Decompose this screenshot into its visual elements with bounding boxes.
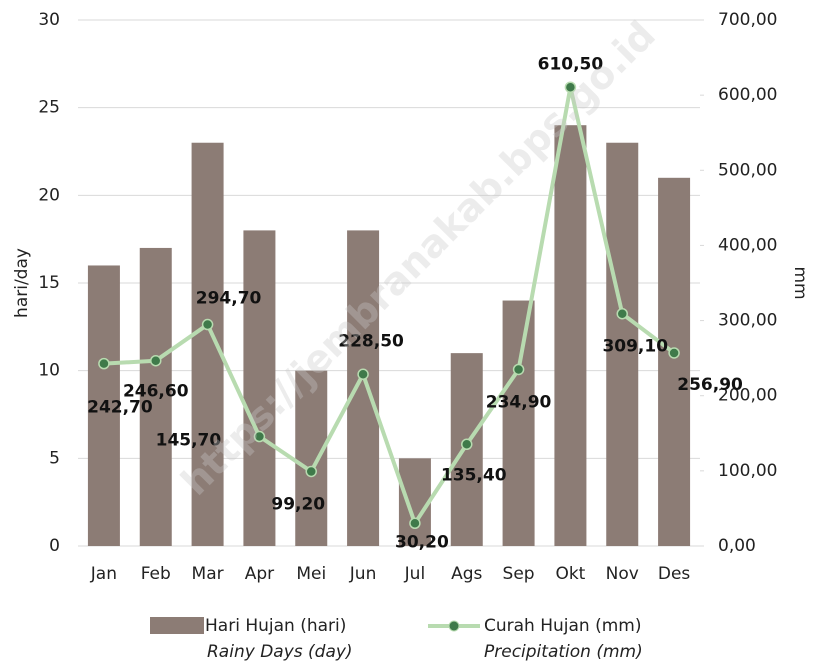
x-tick-label: Sep (503, 564, 535, 584)
bar (347, 230, 380, 546)
y-tick-label: 0 (49, 536, 60, 556)
marker (253, 430, 266, 443)
data-label: 228,50 (338, 331, 404, 351)
legend-label-en: Precipitation (mm) (484, 642, 643, 662)
y2-tick-label: 0,00 (718, 536, 756, 556)
bar (606, 142, 639, 546)
legend-swatch (150, 617, 204, 634)
bar (243, 230, 276, 546)
marker (150, 354, 162, 367)
data-label: 242,70 (87, 398, 153, 418)
data-label: 30,20 (395, 532, 449, 552)
y2-tick-label: 100,00 (718, 461, 777, 481)
bar (398, 458, 431, 546)
y2-tick-label: 700,00 (718, 10, 777, 30)
data-label: 145,70 (156, 431, 222, 451)
legend-label: Curah Hujan (mm) (484, 616, 642, 636)
x-tick-label: Nov (606, 564, 639, 584)
x-tick-label: Mei (296, 564, 326, 584)
y2-tick-label: 300,00 (718, 311, 777, 331)
data-label: 246,60 (123, 382, 189, 402)
y2-tick-label: 200,00 (718, 386, 777, 406)
y-tick-label: 25 (38, 98, 60, 118)
x-tick-label: Jun (349, 564, 377, 584)
y-tick-label: 20 (38, 185, 60, 205)
x-tick-label: Des (658, 564, 691, 584)
bar (554, 125, 587, 546)
data-label: 234,90 (486, 392, 552, 412)
x-tick-label: Mar (192, 564, 224, 584)
x-tick-label: Feb (141, 564, 171, 584)
marker (564, 81, 577, 94)
marker (98, 357, 110, 370)
x-tick-label: Apr (245, 564, 274, 584)
bar (658, 177, 691, 547)
y2-axis-label: mm (790, 266, 810, 299)
data-label: 135,40 (441, 465, 507, 485)
marker (357, 368, 369, 381)
legend-label: Hari Hujan (hari) (205, 616, 346, 636)
bar (502, 300, 535, 546)
y2-tick-label: 500,00 (718, 160, 777, 180)
marker (461, 438, 473, 451)
marker (512, 363, 525, 376)
marker (409, 517, 421, 530)
bar (295, 370, 328, 546)
legend-marker (448, 620, 460, 632)
y2-tick-label: 600,00 (718, 85, 777, 105)
x-tick-label: Ags (451, 564, 482, 584)
y-tick-label: 10 (38, 361, 60, 381)
bar (87, 265, 120, 546)
line (103, 85, 676, 526)
x-tick-label: Jan (90, 564, 117, 584)
legend-label-en: Rainy Days (day) (207, 642, 353, 662)
y-axis-label: hari/day (12, 248, 32, 318)
x-tick-label: Okt (555, 564, 585, 584)
x-tick-label: Jul (404, 564, 426, 584)
marker (201, 318, 214, 331)
bar (139, 247, 172, 546)
y-tick-label: 15 (38, 273, 60, 293)
data-label: 294,70 (196, 289, 262, 309)
data-label: 610,50 (538, 54, 604, 74)
data-label: 99,20 (271, 494, 325, 514)
y-tick-label: 30 (38, 10, 60, 30)
marker (668, 347, 680, 359)
marker (616, 307, 628, 320)
marker (305, 465, 317, 478)
data-label: 256,90 (677, 375, 743, 395)
y2-tick-label: 400,00 (718, 235, 777, 255)
y-tick-label: 5 (49, 448, 60, 468)
data-label: 309,10 (602, 337, 668, 357)
